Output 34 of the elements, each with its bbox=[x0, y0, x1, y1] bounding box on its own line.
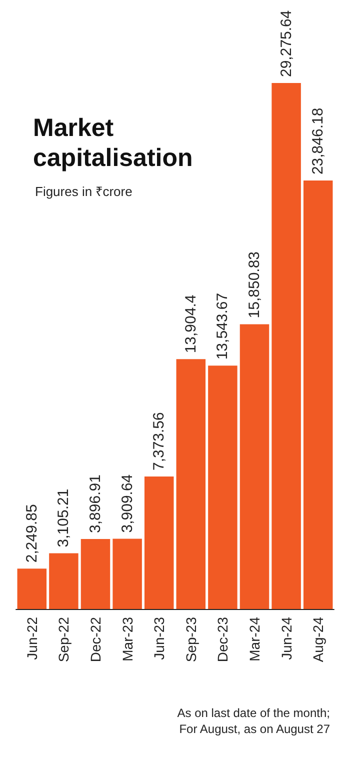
data-label: 15,850.83 bbox=[246, 251, 263, 318]
x-tick-label: Dec-23 bbox=[214, 616, 231, 662]
bar bbox=[208, 366, 238, 609]
bar bbox=[17, 568, 47, 609]
x-tick-label: Mar-24 bbox=[246, 616, 262, 662]
bar bbox=[80, 538, 110, 609]
data-label: 3,105.21 bbox=[55, 488, 72, 548]
data-label: 29,275.64 bbox=[278, 10, 295, 77]
x-tick-label: Mar-23 bbox=[119, 616, 136, 662]
x-tick-label: Jun-22 bbox=[24, 616, 40, 660]
bar bbox=[176, 359, 206, 609]
x-tick-label: Dec-22 bbox=[88, 616, 104, 662]
text: As on last date of the month; bbox=[177, 706, 330, 720]
data-label: 7,373.56 bbox=[150, 412, 168, 471]
text: Figures in ₹crore bbox=[35, 184, 132, 199]
x-tick-label: Sep-22 bbox=[56, 616, 72, 662]
bar bbox=[112, 538, 142, 609]
bar bbox=[240, 324, 270, 609]
x-tick-label: Sep-23 bbox=[182, 616, 199, 662]
x-tick-label: Jun-23 bbox=[151, 616, 168, 660]
data-label: 23,846.18 bbox=[310, 108, 327, 175]
bar bbox=[144, 476, 174, 609]
data-label: 13,543.67 bbox=[214, 292, 232, 360]
bar bbox=[49, 553, 78, 609]
text: Market capitalisation bbox=[33, 114, 193, 172]
text: For August, as on August 27 bbox=[179, 722, 330, 736]
data-label: 13,904.4 bbox=[182, 294, 200, 354]
data-label: 3,896.91 bbox=[87, 474, 104, 533]
data-label: 3,909.64 bbox=[118, 474, 136, 533]
x-tick-label: Aug-24 bbox=[310, 616, 326, 662]
x-tick-label: Jun-24 bbox=[278, 616, 294, 660]
bar bbox=[272, 83, 301, 609]
data-label: 2,249.85 bbox=[23, 504, 40, 563]
bar bbox=[303, 180, 333, 609]
